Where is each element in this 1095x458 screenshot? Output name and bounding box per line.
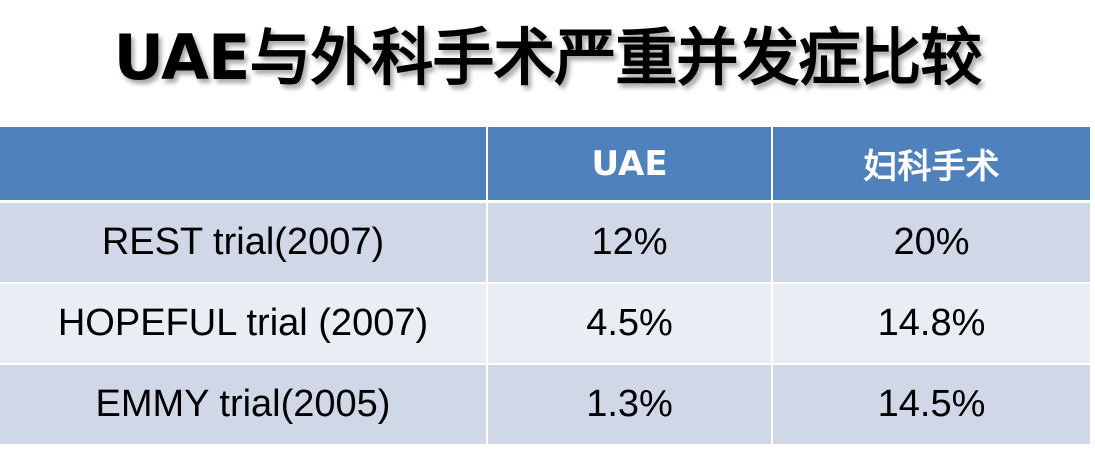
trial-name-cell: EMMY trial(2005) [0, 364, 488, 446]
trial-name-cell: HOPEFUL trial (2007) [0, 283, 488, 365]
table-row: HOPEFUL trial (2007) 4.5% 14.8% [0, 283, 1090, 365]
table-row: EMMY trial(2005) 1.3% 14.5% [0, 364, 1090, 446]
header-surgery: 妇科手术 [772, 127, 1090, 203]
comparison-table: UAE 妇科手术 REST trial(2007) 12% 20% HOPEFU… [0, 127, 1090, 446]
slide-title: UAE与外科手术严重并发症比较 [113, 21, 983, 94]
uae-rate-cell: 4.5% [487, 283, 773, 365]
uae-rate-cell: 1.3% [487, 364, 773, 446]
surgery-rate-cell: 14.5% [772, 364, 1090, 446]
table-row: REST trial(2007) 12% 20% [0, 201, 1090, 284]
header-uae: UAE [487, 127, 773, 203]
surgery-rate-cell: 14.8% [772, 283, 1090, 365]
table-header-row: UAE 妇科手术 [0, 127, 1090, 203]
header-trial [0, 127, 488, 203]
trial-name-cell: REST trial(2007) [0, 201, 488, 284]
uae-rate-cell: 12% [487, 201, 773, 284]
surgery-rate-cell: 20% [772, 201, 1090, 284]
